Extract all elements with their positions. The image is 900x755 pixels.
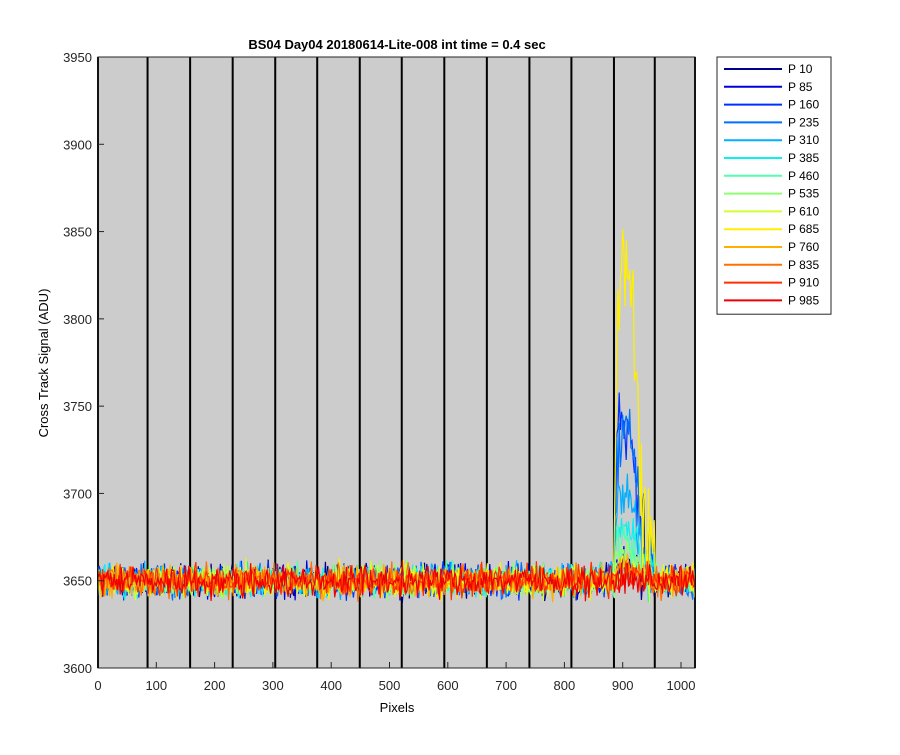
y-tick-label: 3750 [63,399,92,414]
y-tick-label: 3800 [63,312,92,327]
x-axis-label: Pixels [380,700,415,715]
x-tick-label: 0 [94,678,101,693]
y-tick-label: 3650 [63,574,92,589]
plot-area [98,57,695,668]
legend-label: P 760 [788,240,819,254]
legend-label: P 910 [788,276,819,290]
x-tick-label: 700 [495,678,517,693]
legend-label: P 610 [788,204,819,218]
y-tick-label: 3950 [63,50,92,65]
legend-box [716,56,832,315]
legend-label: P 10 [788,62,813,76]
legend-label: P 460 [788,169,819,183]
plot-border [97,56,696,669]
y-tick-label: 3600 [63,661,92,676]
legend-label: P 535 [788,187,819,201]
y-axis-label: Cross Track Signal (ADU) [36,289,51,438]
x-axis: 0 100 200 300 400 500 600 700 800 900 1000 [94,662,695,693]
series-line-p-985 [97,560,696,602]
y-tick-label: 3900 [63,137,92,152]
legend-label: P 985 [788,293,819,307]
legend-label: P 385 [788,151,819,165]
legend-label: P 835 [788,258,819,272]
x-tick-label: 100 [145,678,167,693]
chart-title: BS04 Day04 20180614-Lite-008 int time = … [248,37,545,52]
x-tick-label: 200 [204,678,226,693]
x-tick-label: 400 [320,678,342,693]
series-lines [97,229,696,604]
x-tick-label: 600 [437,678,459,693]
legend-label: P 685 [788,222,819,236]
legend-label: P 160 [788,98,819,112]
legend-label: P 85 [788,80,813,94]
x-tick-label: 500 [379,678,401,693]
legend: P 10 P 85 P 160 P 235 P 310 P 385 P 460 P 535 P … [716,56,832,315]
x-tick-label: 300 [262,678,284,693]
legend-label: P 235 [788,115,819,129]
legend-label: P 310 [788,133,819,147]
x-tick-label: 1000 [667,678,696,693]
y-tick-label: 3700 [63,486,92,501]
x-tick-label: 800 [554,678,576,693]
y-tick-label: 3850 [63,225,92,240]
x-tick-label: 900 [612,678,634,693]
y-axis: 3600 3650 3700 3750 3800 3850 3900 3950 [63,50,104,676]
